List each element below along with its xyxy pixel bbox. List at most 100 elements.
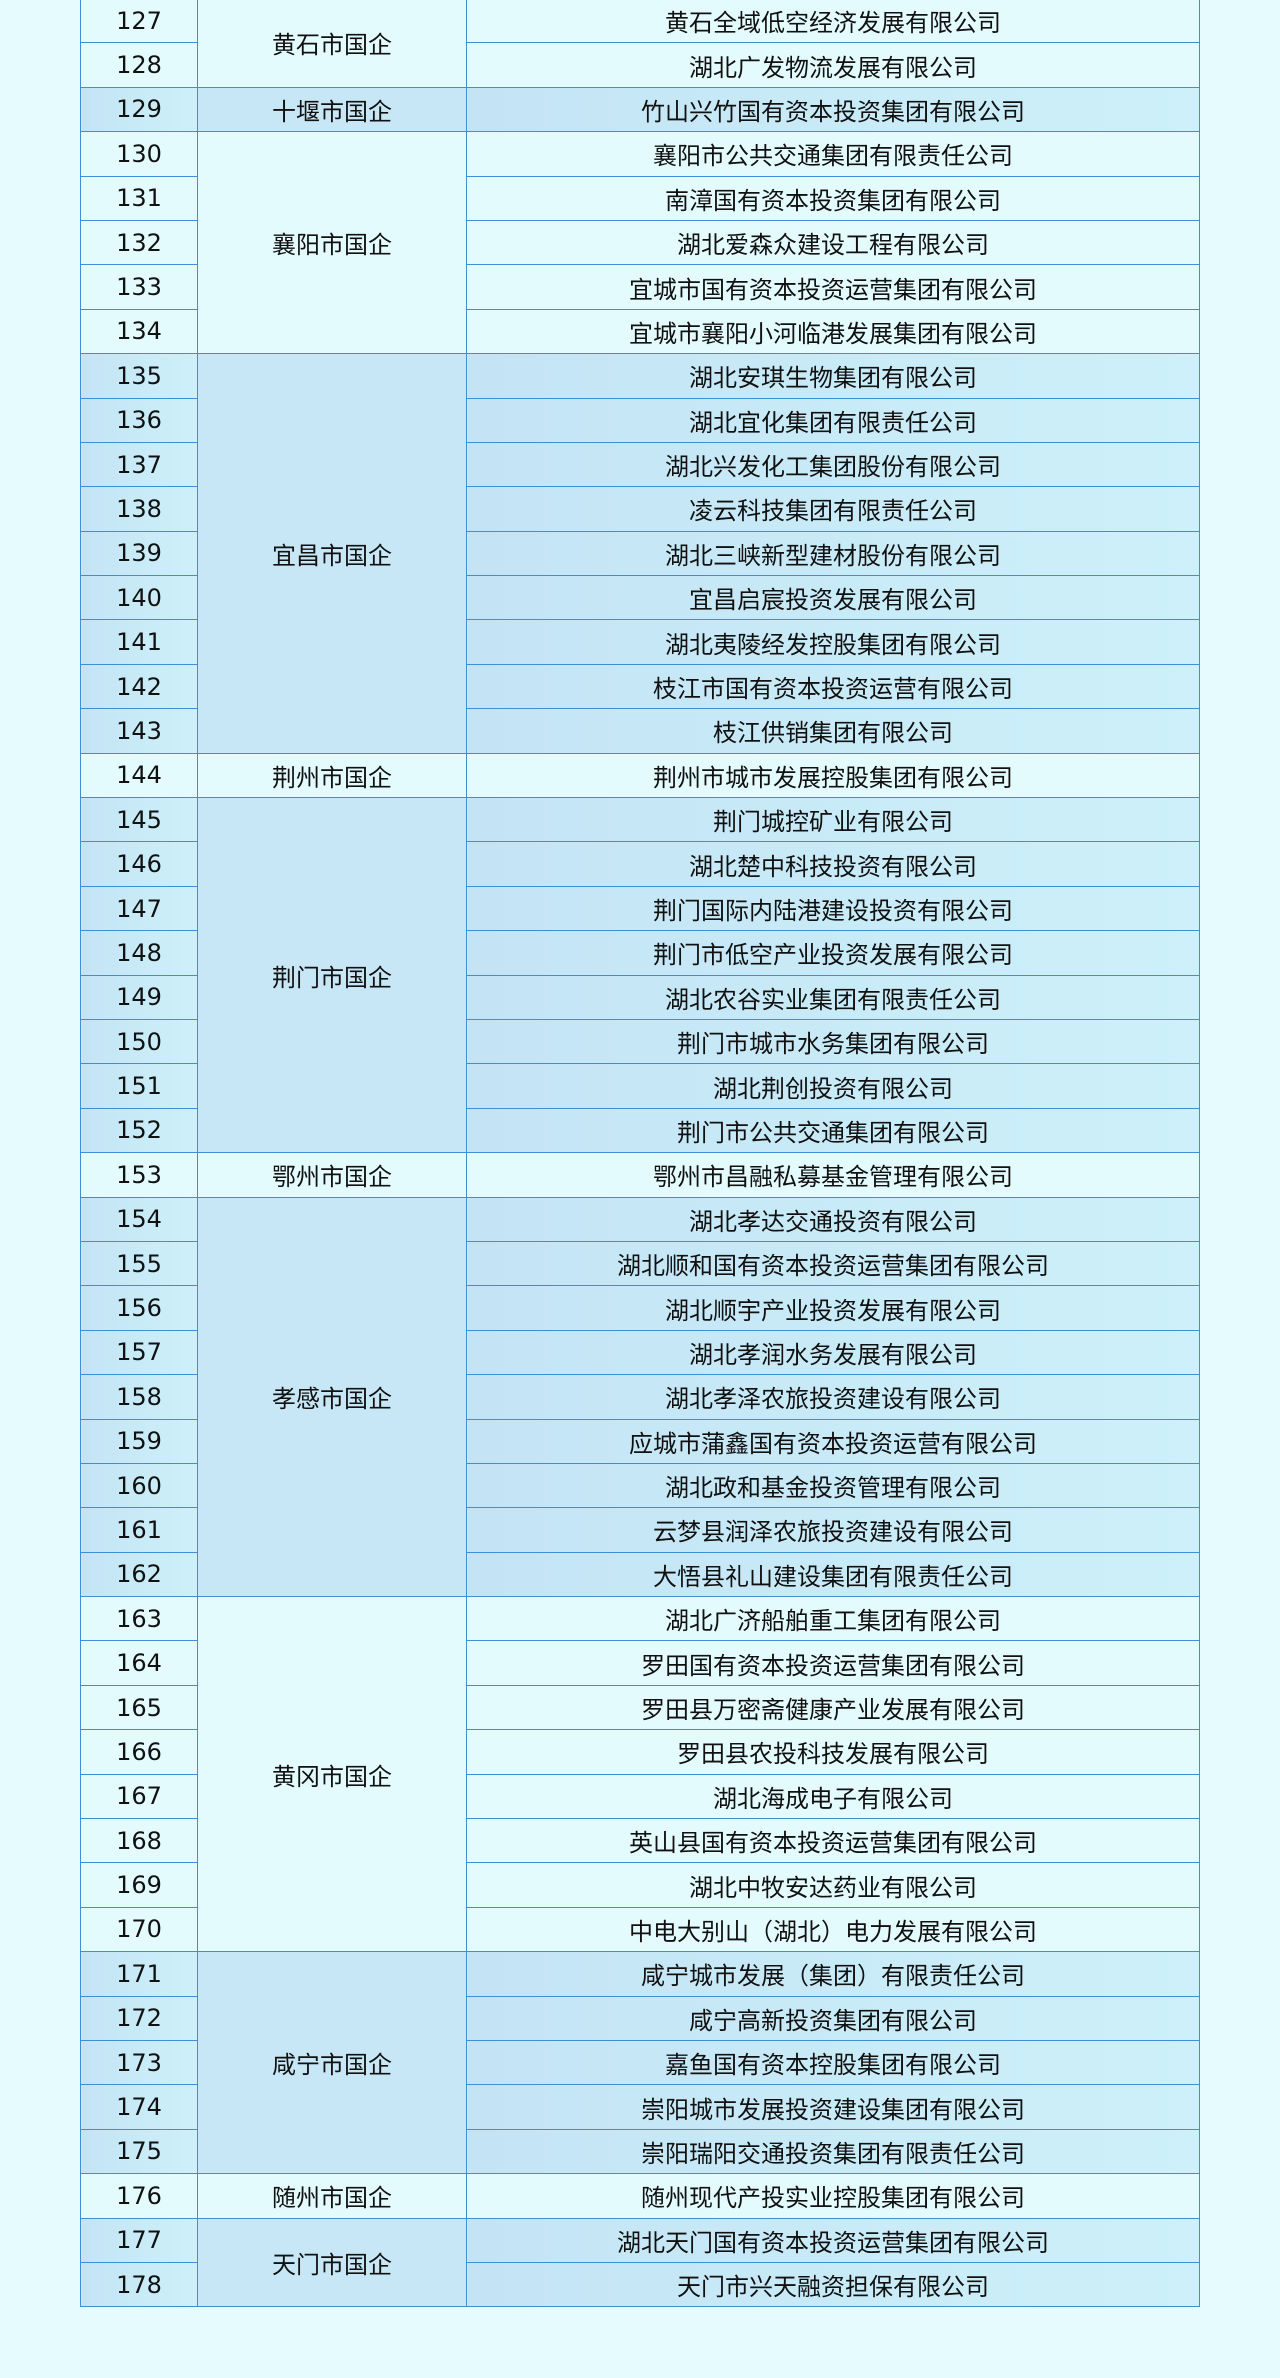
company-name: 宜昌启宸投资发展有限公司	[466, 575, 1200, 621]
company-name: 荆州市城市发展控股集团有限公司	[466, 752, 1200, 799]
company-name: 襄阳市公共交通集团有限责任公司	[466, 131, 1200, 177]
company-name: 云梦县润泽农旅投资建设有限公司	[466, 1507, 1200, 1553]
row-number: 175	[80, 2128, 198, 2175]
region-cell: 荆门市国企	[197, 797, 467, 1154]
row-number: 166	[80, 1729, 198, 1775]
company-name: 枝江供销集团有限公司	[466, 708, 1200, 754]
table-row: 157 湖北孝润水务发展有限公司	[80, 1329, 1200, 1376]
row-number: 164	[80, 1640, 198, 1686]
region-cell: 鄂州市国企	[197, 1152, 467, 1198]
company-name: 荆门市城市水务集团有限公司	[466, 1018, 1200, 1065]
company-name: 咸宁城市发展（集团）有限责任公司	[466, 1951, 1200, 1997]
table-row: 129 十堰市国企 竹山兴竹国有资本投资集团有限公司	[80, 86, 1200, 133]
table-row: 145 荆门市国企 荆门城控矿业有限公司	[80, 797, 1200, 1154]
company-name: 湖北荆创投资有限公司	[466, 1063, 1200, 1109]
company-name: 竹山兴竹国有资本投资集团有限公司	[466, 86, 1200, 133]
table-row: 152 荆门市公共交通集团有限公司	[80, 1107, 1200, 1154]
region-cell: 十堰市国企	[197, 86, 467, 133]
table-row: 167 湖北海成电子有限公司	[80, 1773, 1200, 1820]
company-name: 湖北宜化集团有限责任公司	[466, 397, 1200, 443]
table-row: 162 大悟县礼山建设集团有限责任公司	[80, 1551, 1200, 1598]
table-row: 134 宜城市襄阳小河临港发展集团有限公司	[80, 308, 1200, 355]
row-number: 173	[80, 2039, 198, 2086]
table-row: 130 襄阳市国企 襄阳市公共交通集团有限责任公司	[80, 131, 1200, 355]
table-row: 148 荆门市低空产业投资发展有限公司	[80, 930, 1200, 976]
row-number: 177	[80, 2217, 198, 2263]
table-row: 146 湖北楚中科技投资有限公司	[80, 841, 1200, 887]
table-row: 178 天门市兴天融资担保有限公司	[80, 2261, 1200, 2308]
company-name: 崇阳瑞阳交通投资集团有限责任公司	[466, 2128, 1200, 2175]
company-name: 黄石全域低空经济发展有限公司	[466, 0, 1200, 44]
table-row: 154 孝感市国企 湖北孝达交通投资有限公司	[80, 1196, 1200, 1598]
enterprise-list-table: 127 黄石市国企 黄石全域低空经济发展有限公司 128 湖北广发物流发展有限公司 129…	[80, 0, 1200, 2308]
company-name: 湖北顺宇产业投资发展有限公司	[466, 1285, 1200, 1331]
row-number: 143	[80, 708, 198, 754]
table-row: 159 应城市蒲鑫国有资本投资运营有限公司	[80, 1418, 1200, 1464]
company-name: 枝江市国有资本投资运营有限公司	[466, 663, 1200, 710]
row-number: 167	[80, 1773, 198, 1820]
table-row: 176 随州市国企 随州现代产投实业控股集团有限公司	[80, 2173, 1200, 2219]
table-row: 177 天门市国企 湖北天门国有资本投资运营集团有限公司	[80, 2217, 1200, 2308]
row-number: 176	[80, 2173, 198, 2219]
row-number: 151	[80, 1063, 198, 1109]
row-number: 140	[80, 575, 198, 621]
company-name: 湖北政和基金投资管理有限公司	[466, 1462, 1200, 1509]
table-row: 143 枝江供销集团有限公司	[80, 708, 1200, 754]
table-row: 136 湖北宜化集团有限责任公司	[80, 397, 1200, 443]
table-row: 172 咸宁高新投资集团有限公司	[80, 1995, 1200, 2041]
row-number: 154	[80, 1196, 198, 1242]
table-row: 132 湖北爱森众建设工程有限公司	[80, 219, 1200, 266]
table-row: 149 湖北农谷实业集团有限责任公司	[80, 974, 1200, 1020]
table-row: 170 中电大别山（湖北）电力发展有限公司	[80, 1906, 1200, 1953]
table-row: 128 湖北广发物流发展有限公司	[80, 42, 1200, 88]
row-number: 135	[80, 353, 198, 399]
company-name: 凌云科技集团有限责任公司	[466, 486, 1200, 532]
row-number: 144	[80, 752, 198, 799]
company-name: 应城市蒲鑫国有资本投资运营有限公司	[466, 1418, 1200, 1464]
row-number: 137	[80, 441, 198, 488]
company-name: 湖北农谷实业集团有限责任公司	[466, 974, 1200, 1020]
company-name: 湖北楚中科技投资有限公司	[466, 841, 1200, 887]
company-name: 湖北安琪生物集团有限公司	[466, 353, 1200, 399]
company-name: 荆门城控矿业有限公司	[466, 797, 1200, 843]
table-row: 166 罗田县农投科技发展有限公司	[80, 1729, 1200, 1775]
row-number: 149	[80, 974, 198, 1020]
table-row: 133 宜城市国有资本投资运营集团有限公司	[80, 264, 1200, 310]
company-name: 湖北顺和国有资本投资运营集团有限公司	[466, 1240, 1200, 1287]
table-row: 151 湖北荆创投资有限公司	[80, 1063, 1200, 1109]
table-row: 155 湖北顺和国有资本投资运营集团有限公司	[80, 1240, 1200, 1287]
table-row: 131 南漳国有资本投资集团有限公司	[80, 175, 1200, 221]
row-number: 168	[80, 1818, 198, 1864]
table-row: 173 嘉鱼国有资本控股集团有限公司	[80, 2039, 1200, 2086]
table-row: 164 罗田国有资本投资运营集团有限公司	[80, 1640, 1200, 1686]
region-cell: 随州市国企	[197, 2173, 467, 2219]
row-number: 131	[80, 175, 198, 221]
company-name: 荆门国际内陆港建设投资有限公司	[466, 885, 1200, 932]
table-row: 161 云梦县润泽农旅投资建设有限公司	[80, 1507, 1200, 1553]
row-number: 152	[80, 1107, 198, 1154]
row-number: 172	[80, 1995, 198, 2041]
row-number: 148	[80, 930, 198, 976]
company-name: 罗田县农投科技发展有限公司	[466, 1729, 1200, 1775]
row-number: 128	[80, 42, 198, 88]
table-row: 127 黄石市国企 黄石全域低空经济发展有限公司	[80, 0, 1200, 88]
region-cell: 襄阳市国企	[197, 131, 467, 355]
company-name: 湖北天门国有资本投资运营集团有限公司	[466, 2217, 1200, 2263]
row-number: 174	[80, 2084, 198, 2130]
row-number: 178	[80, 2261, 198, 2308]
row-number: 146	[80, 841, 198, 887]
company-name: 中电大别山（湖北）电力发展有限公司	[466, 1906, 1200, 1953]
row-number: 129	[80, 86, 198, 133]
row-number: 130	[80, 131, 198, 177]
table-row: 169 湖北中牧安达药业有限公司	[80, 1862, 1200, 1908]
table-row: 165 罗田县万密斋健康产业发展有限公司	[80, 1684, 1200, 1731]
row-number: 139	[80, 530, 198, 577]
row-number: 155	[80, 1240, 198, 1287]
row-number: 150	[80, 1018, 198, 1065]
company-name: 宜城市襄阳小河临港发展集团有限公司	[466, 308, 1200, 355]
company-name: 湖北兴发化工集团股份有限公司	[466, 441, 1200, 488]
table-row: 137 湖北兴发化工集团股份有限公司	[80, 441, 1200, 488]
company-name: 随州现代产投实业控股集团有限公司	[466, 2173, 1200, 2219]
table-row: 174 崇阳城市发展投资建设集团有限公司	[80, 2084, 1200, 2130]
row-number: 160	[80, 1462, 198, 1509]
